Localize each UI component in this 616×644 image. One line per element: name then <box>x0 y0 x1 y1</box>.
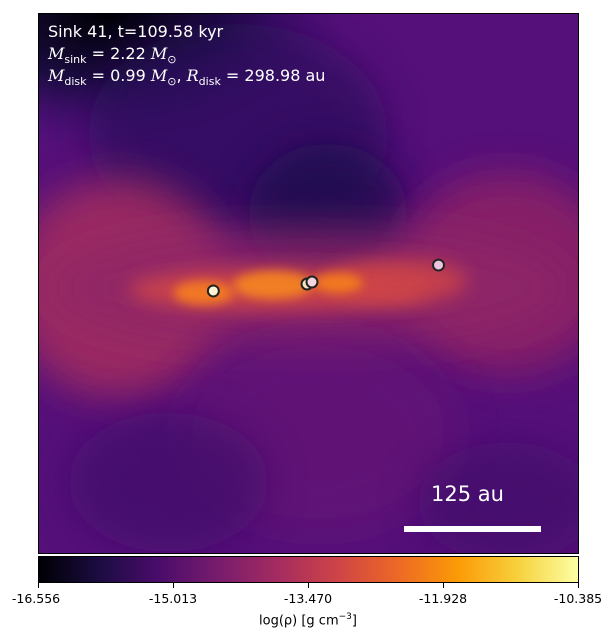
colorbar-tick <box>578 583 579 588</box>
solar-mass-symbol-2: M <box>150 66 168 85</box>
solar-mass-subscript: ⊙ <box>167 53 177 67</box>
disk-hot-left <box>173 281 234 305</box>
colorbar-tick-label: -11.928 <box>418 591 468 606</box>
sink-info-line: Sink 41, t=109.58 kyr <box>48 21 223 43</box>
sink-mass-line: Msink = 2.22 M⊙ <box>48 43 176 71</box>
colorbar-tick <box>173 583 174 588</box>
colorbar-tick <box>308 583 309 588</box>
density-map-frame: Sink 41, t=109.58 kyr Msink = 2.22 M⊙ Md… <box>38 13 579 554</box>
colorbar-label: log(ρ) [g cm−3] <box>259 612 357 628</box>
radius-disk-symbol: R <box>186 66 199 85</box>
disk-right-glow <box>327 259 468 303</box>
colorbar-tick-label: -10.385 <box>553 591 603 606</box>
sink-marker <box>305 275 319 289</box>
scale-bar <box>404 526 541 532</box>
sink-time-text: Sink 41, t=109.58 kyr <box>48 22 224 41</box>
disk-hot-right <box>312 273 363 293</box>
radius-disk-value: = 298.98 au <box>225 66 326 85</box>
solar-mass-symbol: M <box>150 44 168 63</box>
colorbar-label-main: log(ρ) [g cm <box>259 613 339 629</box>
solar-mass-subscript-2: ⊙ <box>167 75 177 89</box>
colorbar-label-close: ] <box>351 613 357 629</box>
colorbar-label-exponent: −3 <box>338 612 352 622</box>
colorbar-tick-label: -16.556 <box>11 591 61 606</box>
mass-sink-value: = 2.22 <box>91 44 146 63</box>
scale-bar-label: 125 au <box>431 482 504 506</box>
lower-right-dark <box>417 442 578 553</box>
disk-hot-center <box>233 271 313 299</box>
mass-disk-symbol: M <box>48 66 65 85</box>
colorbar <box>38 556 579 583</box>
colorbar-tick-label: -13.470 <box>283 591 333 606</box>
disk-properties-line: Mdisk = 0.99 M⊙, Rdisk = 298.98 au <box>48 66 326 89</box>
mass-sink-subscript: sink <box>64 53 87 67</box>
colorbar-tick <box>443 583 444 588</box>
sink-marker <box>432 258 445 272</box>
lower-dark <box>68 412 269 553</box>
mass-sink-symbol: M <box>48 44 65 63</box>
radius-disk-subscript: disk <box>198 75 221 89</box>
mass-disk-value: = 0.99 <box>91 66 146 85</box>
colorbar-tick <box>38 583 39 588</box>
mass-disk-subscript: disk <box>64 75 87 89</box>
sink-marker <box>206 284 220 298</box>
colorbar-tick-label: -15.013 <box>148 591 198 606</box>
density-map <box>39 14 578 553</box>
